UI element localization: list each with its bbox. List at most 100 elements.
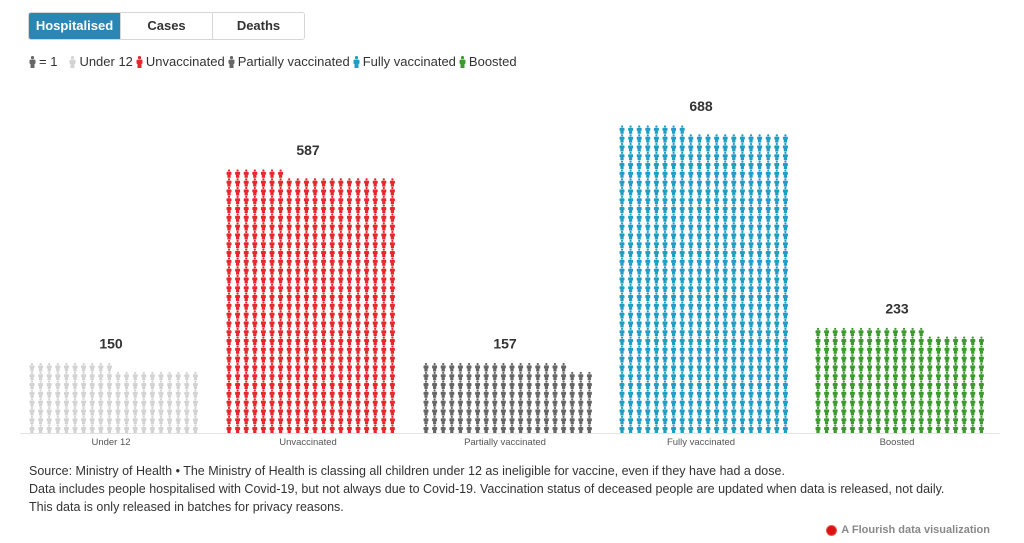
person-icon (714, 362, 720, 372)
person-icon (329, 178, 335, 187)
person-icon (671, 204, 677, 214)
person-icon (628, 186, 634, 196)
person-icon (286, 380, 292, 390)
person-icon (892, 362, 898, 372)
person-icon (765, 239, 771, 249)
person-icon (867, 327, 873, 337)
person-icon (688, 178, 694, 187)
person-icon (961, 336, 967, 346)
person-icon (278, 292, 284, 302)
person-icon (141, 389, 147, 398)
person-icon (364, 266, 370, 275)
bar-unvaccinated[interactable] (226, 169, 395, 434)
person-icon (63, 362, 69, 372)
person-icon (167, 380, 173, 390)
person-icon (321, 274, 327, 284)
person-icon (192, 380, 198, 390)
tab-cases[interactable]: Cases (120, 13, 212, 39)
person-icon (714, 266, 720, 275)
person-icon (645, 169, 651, 178)
person-icon (739, 230, 745, 240)
person-icon (714, 169, 720, 178)
person-icon (653, 283, 659, 293)
person-icon (355, 195, 361, 205)
person-icon (381, 230, 387, 240)
person-icon (355, 257, 361, 266)
person-icon (619, 160, 625, 170)
person-icon (875, 380, 881, 390)
person-icon (782, 266, 788, 275)
person-icon (918, 398, 924, 407)
person-icon (38, 362, 44, 372)
person-icon (346, 336, 352, 346)
person-icon (636, 222, 642, 231)
person-icon (757, 354, 763, 363)
person-icon (243, 424, 249, 434)
person-icon (748, 336, 754, 346)
person-icon (875, 354, 881, 363)
person-icon (226, 292, 232, 302)
tab-deaths[interactable]: Deaths (212, 13, 304, 39)
person-icon (619, 415, 625, 425)
person-icon (260, 292, 266, 302)
person-icon (757, 301, 763, 310)
person-icon (739, 415, 745, 425)
person-icon (260, 178, 266, 187)
person-icon (679, 283, 685, 293)
person-icon (841, 424, 847, 434)
bar-partially-vaccinated[interactable] (423, 362, 592, 434)
bar-under-12[interactable] (29, 362, 198, 434)
person-icon (636, 186, 642, 196)
person-icon (757, 195, 763, 205)
person-icon (739, 327, 745, 337)
person-icon (106, 389, 112, 398)
bar-boosted[interactable] (815, 327, 984, 434)
person-icon (961, 354, 967, 363)
person-icon (653, 424, 659, 434)
legend-unit: = 1 (29, 54, 57, 69)
bar-fully-vaccinated[interactable] (619, 125, 788, 434)
person-icon (269, 406, 275, 416)
flourish-credit-link[interactable]: A Flourish data visualization (827, 524, 990, 536)
person-icon (29, 424, 35, 434)
person-icon (636, 248, 642, 258)
person-icon (286, 424, 292, 434)
person-icon (321, 257, 327, 266)
person-icon (944, 345, 950, 354)
person-icon (364, 230, 370, 240)
person-icon (757, 362, 763, 372)
legend-item-fully-vaccinated: Fully vaccinated (353, 54, 456, 69)
person-icon (543, 362, 549, 372)
person-icon (38, 380, 44, 390)
person-icon (849, 362, 855, 372)
person-icon (705, 398, 711, 407)
person-icon (269, 371, 275, 381)
person-icon (286, 406, 292, 416)
person-icon (269, 424, 275, 434)
person-icon (312, 398, 318, 407)
person-icon (824, 424, 830, 434)
person-icon (757, 230, 763, 240)
person-icon (98, 415, 104, 425)
person-icon (892, 345, 898, 354)
person-icon (824, 354, 830, 363)
person-icon (653, 169, 659, 178)
person-icon (372, 354, 378, 363)
person-icon (935, 362, 941, 372)
person-icon (714, 345, 720, 354)
person-icon (72, 415, 78, 425)
person-icon (578, 406, 584, 416)
person-icon (815, 398, 821, 407)
person-icon (645, 274, 651, 284)
person-icon (459, 55, 466, 68)
tab-hospitalised[interactable]: Hospitalised (29, 13, 120, 39)
person-icon (423, 398, 429, 407)
person-icon (312, 406, 318, 416)
person-icon (714, 248, 720, 258)
person-icon (815, 415, 821, 425)
person-icon (63, 415, 69, 425)
person-icon (552, 398, 558, 407)
person-icon (364, 415, 370, 425)
person-icon (338, 336, 344, 346)
person-icon (243, 257, 249, 266)
